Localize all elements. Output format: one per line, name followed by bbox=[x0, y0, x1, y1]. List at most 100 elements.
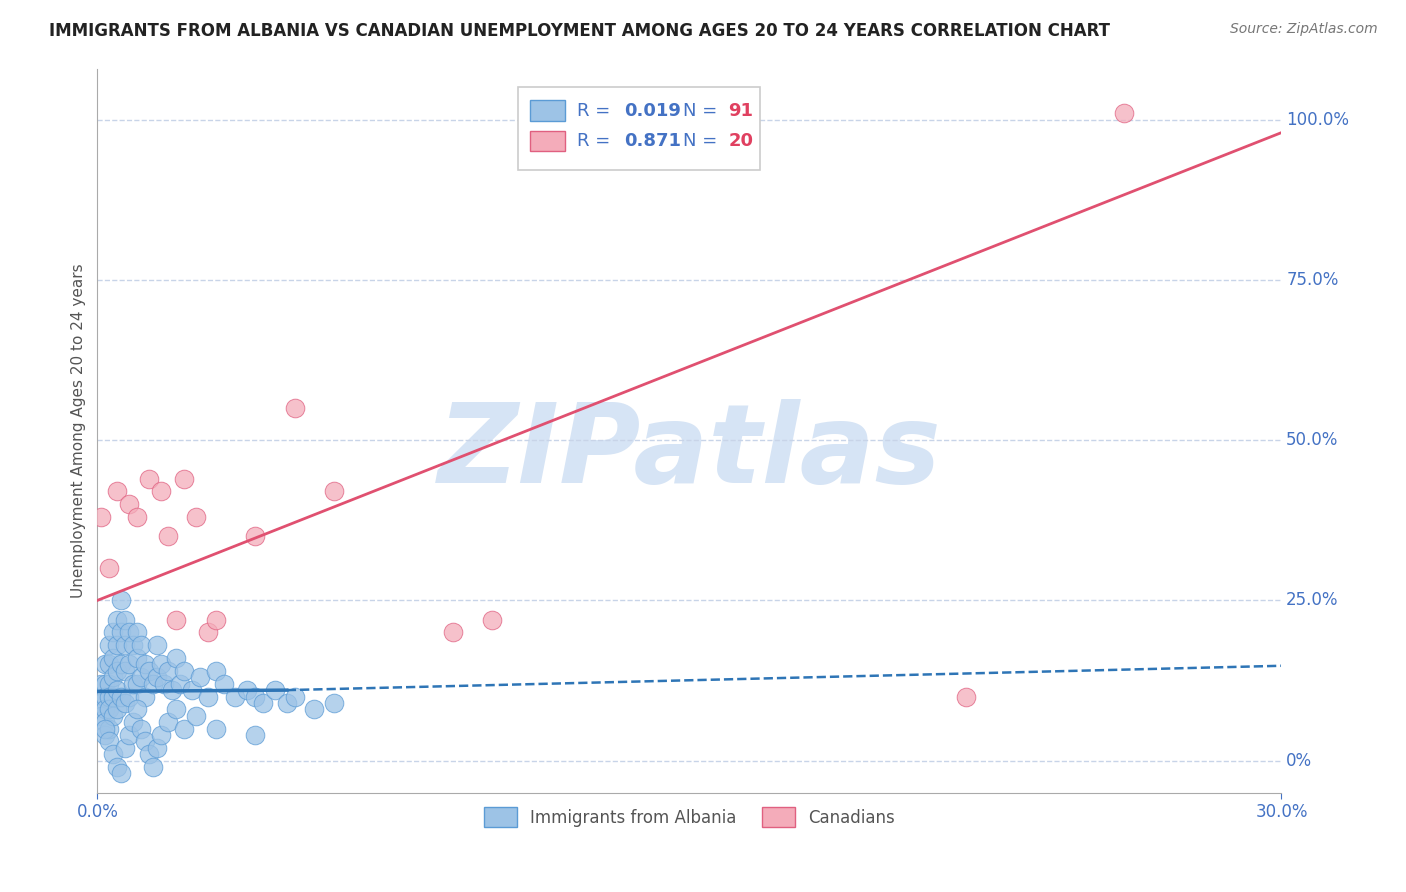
Point bbox=[105, 613, 128, 627]
Point bbox=[165, 702, 187, 716]
Point bbox=[125, 702, 148, 716]
Point bbox=[125, 676, 148, 690]
Point bbox=[284, 690, 307, 704]
Point bbox=[90, 696, 112, 710]
Point bbox=[90, 676, 112, 690]
Point bbox=[173, 722, 195, 736]
Point bbox=[153, 676, 176, 690]
Point bbox=[110, 766, 132, 780]
Point bbox=[323, 696, 346, 710]
Point bbox=[98, 734, 121, 748]
Point bbox=[165, 651, 187, 665]
Text: 100.0%: 100.0% bbox=[1286, 111, 1350, 128]
Point bbox=[441, 625, 464, 640]
Point bbox=[98, 702, 121, 716]
Point bbox=[114, 740, 136, 755]
Point bbox=[118, 657, 141, 672]
Point bbox=[145, 740, 167, 755]
Text: IMMIGRANTS FROM ALBANIA VS CANADIAN UNEMPLOYMENT AMONG AGES 20 TO 24 YEARS CORRE: IMMIGRANTS FROM ALBANIA VS CANADIAN UNEM… bbox=[49, 22, 1111, 40]
FancyBboxPatch shape bbox=[517, 87, 761, 169]
Point bbox=[169, 676, 191, 690]
Point bbox=[134, 657, 156, 672]
Point bbox=[105, 683, 128, 698]
Point bbox=[118, 728, 141, 742]
Point bbox=[142, 760, 165, 774]
Point bbox=[157, 664, 180, 678]
Point bbox=[94, 722, 117, 736]
Point bbox=[184, 708, 207, 723]
Point bbox=[245, 690, 267, 704]
Point bbox=[162, 683, 184, 698]
Text: 91: 91 bbox=[728, 102, 754, 120]
FancyBboxPatch shape bbox=[530, 131, 565, 151]
Point bbox=[955, 690, 977, 704]
Point bbox=[118, 690, 141, 704]
Point bbox=[110, 657, 132, 672]
Point bbox=[122, 715, 145, 730]
Point bbox=[145, 670, 167, 684]
Point bbox=[94, 702, 117, 716]
Point bbox=[165, 613, 187, 627]
Point bbox=[114, 664, 136, 678]
Text: ZIPatlas: ZIPatlas bbox=[437, 399, 941, 506]
Point bbox=[245, 728, 267, 742]
Point bbox=[134, 690, 156, 704]
Point bbox=[204, 722, 226, 736]
Point bbox=[204, 613, 226, 627]
Point bbox=[98, 722, 121, 736]
Point bbox=[105, 702, 128, 716]
Point bbox=[94, 676, 117, 690]
Point bbox=[129, 670, 152, 684]
Text: Source: ZipAtlas.com: Source: ZipAtlas.com bbox=[1230, 22, 1378, 37]
Point bbox=[149, 484, 172, 499]
FancyBboxPatch shape bbox=[530, 101, 565, 120]
Point bbox=[224, 690, 246, 704]
Point bbox=[90, 708, 112, 723]
Point bbox=[105, 664, 128, 678]
Point bbox=[110, 593, 132, 607]
Point bbox=[173, 664, 195, 678]
Point bbox=[98, 690, 121, 704]
Point bbox=[118, 497, 141, 511]
Point bbox=[173, 472, 195, 486]
Point bbox=[184, 510, 207, 524]
Point bbox=[129, 722, 152, 736]
Point bbox=[114, 638, 136, 652]
Point bbox=[114, 696, 136, 710]
Point bbox=[94, 728, 117, 742]
Point bbox=[204, 664, 226, 678]
Point bbox=[149, 728, 172, 742]
Text: 75.0%: 75.0% bbox=[1286, 271, 1339, 289]
Text: 0.019: 0.019 bbox=[624, 102, 681, 120]
Point bbox=[323, 484, 346, 499]
Point bbox=[252, 696, 274, 710]
Point bbox=[284, 401, 307, 416]
Point bbox=[105, 760, 128, 774]
Point bbox=[138, 664, 160, 678]
Point bbox=[188, 670, 211, 684]
Point bbox=[157, 529, 180, 543]
Point bbox=[138, 747, 160, 762]
Text: N =: N = bbox=[683, 132, 724, 150]
Point bbox=[276, 696, 298, 710]
Point bbox=[101, 690, 124, 704]
Point bbox=[212, 676, 235, 690]
Point bbox=[145, 638, 167, 652]
Legend: Immigrants from Albania, Canadians: Immigrants from Albania, Canadians bbox=[475, 799, 904, 835]
Point bbox=[105, 484, 128, 499]
Point bbox=[304, 702, 326, 716]
Point bbox=[118, 625, 141, 640]
Point bbox=[245, 529, 267, 543]
Text: 20: 20 bbox=[728, 132, 754, 150]
Point bbox=[236, 683, 259, 698]
Point bbox=[101, 747, 124, 762]
Point bbox=[1112, 106, 1135, 120]
Point bbox=[98, 561, 121, 575]
Point bbox=[94, 715, 117, 730]
Text: R =: R = bbox=[576, 132, 616, 150]
Point bbox=[122, 638, 145, 652]
Text: 50.0%: 50.0% bbox=[1286, 431, 1339, 450]
Point bbox=[122, 676, 145, 690]
Point bbox=[149, 657, 172, 672]
Point bbox=[98, 638, 121, 652]
